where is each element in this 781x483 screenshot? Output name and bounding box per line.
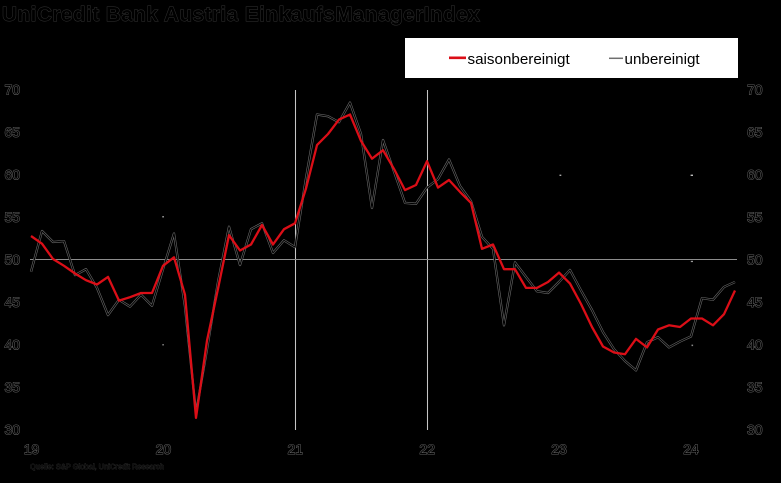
svg-text:UniCredit Bank Austria Einkauf: UniCredit Bank Austria EinkaufsManagerIn… <box>2 3 480 26</box>
svg-text:50: 50 <box>747 251 763 267</box>
svg-text:24: 24 <box>683 441 699 457</box>
svg-text:23: 23 <box>551 441 567 457</box>
svg-text:20: 20 <box>156 441 172 457</box>
svg-text:60: 60 <box>747 166 763 182</box>
svg-text:21: 21 <box>288 441 304 457</box>
svg-text:40: 40 <box>5 336 21 352</box>
svg-text:60: 60 <box>5 166 21 182</box>
svg-text:22: 22 <box>419 441 435 457</box>
svg-text:70: 70 <box>747 81 763 97</box>
svg-text:30: 30 <box>5 421 21 437</box>
svg-text:55: 55 <box>747 209 763 225</box>
svg-text:70: 70 <box>5 81 21 97</box>
svg-text:50: 50 <box>5 251 21 267</box>
svg-text:30: 30 <box>747 421 763 437</box>
svg-text:35: 35 <box>5 379 21 395</box>
svg-text:40: 40 <box>747 336 763 352</box>
svg-text:65: 65 <box>5 124 21 140</box>
svg-text:35: 35 <box>747 379 763 395</box>
svg-text:45: 45 <box>747 294 763 310</box>
svg-text:saisonbereinigt: saisonbereinigt <box>468 51 571 68</box>
svg-text:unbereinigt: unbereinigt <box>625 51 701 68</box>
svg-text:65: 65 <box>747 124 763 140</box>
svg-text:55: 55 <box>5 209 21 225</box>
svg-text:Quelle: S&P Global, UniCredit: Quelle: S&P Global, UniCredit Research <box>30 462 164 471</box>
svg-text:19: 19 <box>24 441 40 457</box>
svg-text:45: 45 <box>5 294 21 310</box>
